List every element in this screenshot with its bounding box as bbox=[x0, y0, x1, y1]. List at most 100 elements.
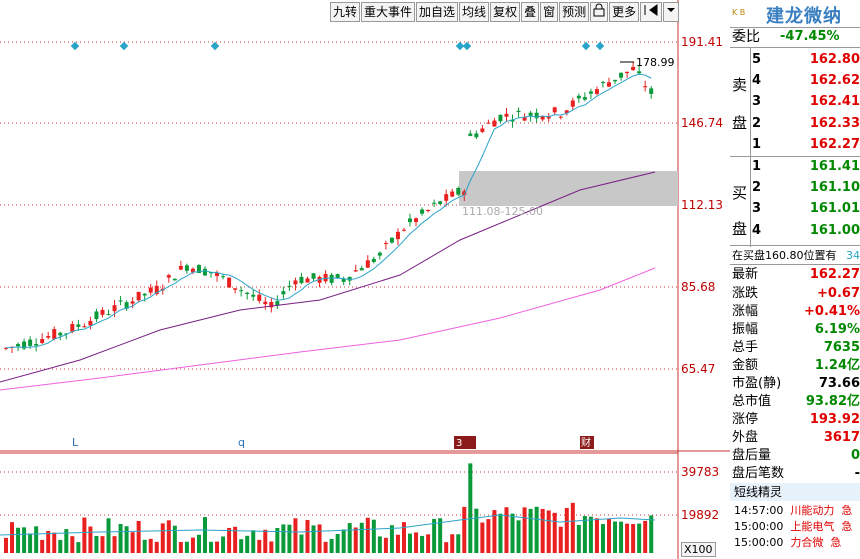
volume-bar bbox=[594, 518, 599, 553]
stat-row: 外盘 3617 bbox=[732, 430, 860, 445]
news-item[interactable]: 15:00:00 上能电气 急 bbox=[734, 520, 853, 533]
volume-bar bbox=[269, 541, 274, 553]
candle-body bbox=[486, 122, 491, 124]
volume-bar bbox=[281, 524, 286, 553]
candle-body bbox=[414, 218, 419, 223]
candle-body bbox=[281, 291, 286, 295]
volume-bar bbox=[76, 542, 81, 553]
event-diamond-icon bbox=[462, 41, 472, 51]
volume-bar bbox=[112, 536, 117, 553]
buy-level-1[interactable]: 1 161.41 bbox=[752, 159, 860, 174]
volume-bar bbox=[118, 523, 123, 553]
sell-level-4[interactable]: 4 162.62 bbox=[752, 73, 860, 88]
volume-bar bbox=[4, 537, 8, 553]
buy-label-1: 买 bbox=[732, 184, 748, 202]
window-button[interactable]: 窗 bbox=[540, 2, 559, 22]
candle-body bbox=[637, 71, 642, 74]
candle-body bbox=[432, 202, 437, 204]
volume-bar bbox=[130, 532, 135, 553]
gap-zone bbox=[459, 171, 678, 206]
volume-bar bbox=[504, 507, 509, 553]
volume-bar bbox=[160, 523, 165, 553]
chevron-down-icon[interactable] bbox=[663, 2, 680, 22]
adjust-button[interactable]: 复权 bbox=[490, 2, 521, 22]
candle-body bbox=[631, 66, 636, 71]
volume-bar bbox=[456, 534, 461, 553]
volume-bar bbox=[498, 513, 503, 553]
candle-body bbox=[329, 274, 334, 283]
forecast-button[interactable]: 预测 bbox=[559, 2, 590, 22]
ma20-line bbox=[0, 171, 656, 383]
candle-body bbox=[474, 133, 479, 138]
stat-row: 振幅 6.19% bbox=[732, 322, 860, 337]
stat-row: 金额 1.24亿 bbox=[732, 358, 860, 373]
overlay-button[interactable]: 叠 bbox=[521, 2, 540, 22]
candle-body bbox=[359, 268, 364, 271]
candle-body bbox=[76, 324, 81, 327]
sell-level-1[interactable]: 1 162.27 bbox=[752, 137, 860, 152]
candle-body bbox=[528, 112, 533, 116]
add-watchlist-button[interactable]: 加自选 bbox=[416, 2, 459, 22]
candle-body bbox=[64, 333, 69, 335]
volume-bar bbox=[16, 527, 21, 553]
sell-level-3[interactable]: 3 162.41 bbox=[752, 94, 860, 109]
short-term-spirit-tab[interactable]: 短线精灵 bbox=[730, 483, 860, 501]
more-button[interactable]: 更多 bbox=[609, 2, 640, 22]
candle-body bbox=[196, 265, 201, 274]
candle-body bbox=[594, 89, 599, 94]
lock-icon[interactable] bbox=[590, 2, 609, 22]
sell-level-2[interactable]: 2 162.33 bbox=[752, 116, 860, 131]
volume-bar bbox=[631, 524, 636, 553]
volume-bar bbox=[94, 535, 99, 553]
news-item[interactable]: 14:57:00 川能动力 急 bbox=[734, 504, 853, 517]
candle-body bbox=[130, 301, 135, 304]
candlestick-chart[interactable]: 178.99 111.08-125.00 L q 3 财 bbox=[0, 0, 730, 559]
candle-body bbox=[22, 341, 27, 349]
candle-body bbox=[383, 242, 388, 244]
candle-body bbox=[172, 278, 177, 281]
volume-bar bbox=[395, 534, 400, 553]
candle-body bbox=[389, 237, 394, 243]
event-marker-q: q bbox=[238, 436, 245, 449]
candle-body bbox=[251, 294, 256, 297]
candle-body bbox=[34, 343, 39, 346]
event-marker-cai: 财 bbox=[581, 436, 591, 449]
major-events-button[interactable]: 重大事件 bbox=[361, 2, 416, 22]
volume-bar bbox=[124, 526, 129, 553]
nine-turn-button[interactable]: 九转 bbox=[330, 2, 361, 22]
buy-level-4[interactable]: 4 161.00 bbox=[752, 223, 860, 238]
candle-body bbox=[142, 293, 147, 296]
candle-body bbox=[649, 88, 654, 94]
candle-body bbox=[468, 133, 473, 136]
candle-body bbox=[233, 288, 238, 290]
buy-level-2[interactable]: 2 161.10 bbox=[752, 180, 860, 195]
volume-bar bbox=[148, 538, 153, 553]
candle-body bbox=[100, 309, 105, 315]
sell-level-5[interactable]: 5 162.80 bbox=[752, 52, 860, 67]
news-item[interactable]: 15:00:00 力合微 急 bbox=[734, 536, 842, 549]
candle-body bbox=[576, 95, 581, 99]
buy-level-3[interactable]: 3 161.01 bbox=[752, 201, 860, 216]
collapse-panel-icon[interactable] bbox=[640, 2, 663, 22]
volume-bar bbox=[649, 515, 654, 553]
order-notice-count: 34 bbox=[846, 249, 860, 262]
candle-body bbox=[510, 119, 515, 122]
volume-bar bbox=[353, 527, 358, 553]
volume-bar bbox=[190, 537, 195, 553]
volume-unit-button[interactable]: X100 bbox=[681, 542, 716, 557]
volume-bar bbox=[88, 526, 93, 553]
candle-body bbox=[516, 110, 521, 113]
volume-bar bbox=[480, 522, 485, 553]
stat-row: 总手 7635 bbox=[732, 340, 860, 355]
volume-bar bbox=[233, 526, 238, 553]
candle-body bbox=[492, 120, 497, 127]
volume-bar bbox=[462, 506, 467, 553]
volume-bar bbox=[576, 524, 581, 553]
candle-body bbox=[444, 194, 449, 201]
volume-bar bbox=[329, 538, 334, 553]
moving-average-button[interactable]: 均线 bbox=[459, 2, 490, 22]
candle-body bbox=[401, 229, 406, 231]
candle-body bbox=[607, 82, 611, 87]
stat-row: 涨停 193.92 bbox=[732, 412, 860, 427]
volume-bar bbox=[540, 508, 545, 553]
